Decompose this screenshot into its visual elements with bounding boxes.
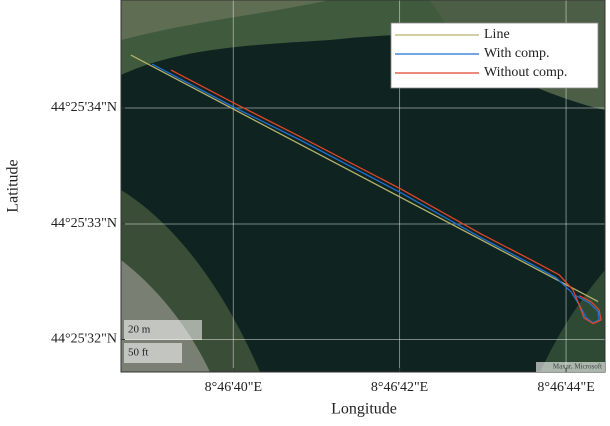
scale-bar-label: 50 ft: [128, 347, 148, 359]
legend-label: Without comp.: [484, 65, 567, 80]
attribution: Maxar, Microsoft: [553, 363, 602, 371]
chart: 20 m 50 ft Maxar, Microsoft Longitude La…: [0, 0, 610, 421]
y-tick-label: 44°25'32"N: [51, 332, 117, 347]
y-tick-label: 44°25'34"N: [51, 100, 117, 115]
y-tick-label: 44°25'33"N: [51, 216, 117, 231]
x-tick-label: 8°46'44"E: [537, 380, 594, 395]
x-axis-label: Longitude: [331, 401, 397, 418]
legend: Line With comp. Without comp.: [391, 23, 598, 88]
legend-label: Line: [484, 27, 510, 42]
x-tick-label: 8°46'42"E: [371, 380, 428, 395]
x-tick-label: 8°46'40"E: [205, 380, 262, 395]
scale-bar-label: 20 m: [128, 324, 151, 336]
page: {"chart_data": {"type": "line", "xlabel"…: [0, 0, 610, 421]
y-axis-label: Latitude: [5, 159, 22, 212]
legend-label: With comp.: [484, 46, 550, 61]
